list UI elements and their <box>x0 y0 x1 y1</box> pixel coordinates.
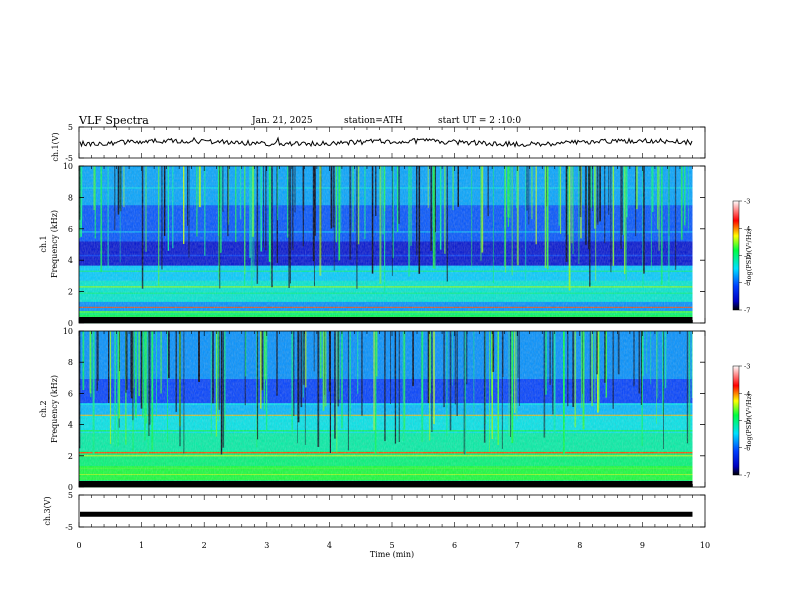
ch1-spectrogram-y-tick-label: 4 <box>68 256 73 265</box>
ch3-waveform-panel: 5 -5 ch.3(V) <box>43 491 706 532</box>
x-tick-label: 8 <box>577 541 582 550</box>
x-tick-label: 1 <box>139 541 144 550</box>
figure-title: VLF Spectra <box>78 114 149 127</box>
ch1-frequency-label: Frequency (kHz) <box>50 210 59 278</box>
ch2-spectrogram-baseline <box>79 481 693 487</box>
ch2-colorbar-tick-label: -4 <box>744 390 750 398</box>
ch3-ylabel: ch.3(V) <box>43 496 52 525</box>
x-tick-label: 4 <box>327 541 332 550</box>
ch2-spectrogram-panel: 10 8 6 4 2 0 ch.2 Frequency (kHz) -3 -4 -5 -6 -7 … <box>39 327 753 492</box>
x-tick-label: 6 <box>452 541 457 550</box>
ch2-spectrogram-image <box>79 331 693 488</box>
ch2-colorbar-tick-label: -6 <box>744 444 750 452</box>
ch2-spectrogram-y-tick-label: 6 <box>68 389 73 398</box>
x-tick-label: 10 <box>700 541 710 550</box>
x-tick-label: 7 <box>515 541 520 550</box>
ch2-colorbar-tick-label: -5 <box>744 417 750 425</box>
ch2-colorbar: -3 -4 -5 -6 -7 log(PSD)(V²/Hz) <box>732 363 753 480</box>
ch1-channel-label: ch.1 <box>39 235 48 252</box>
ch2-spectrogram-y-tick-label: 10 <box>63 327 73 336</box>
ch1-spectrogram-image <box>79 166 693 324</box>
ch2-colorbar-gradient <box>732 365 740 476</box>
ch1-spectrogram-y-tick-label: 6 <box>68 225 73 234</box>
time-axis: 0 1 2 3 4 5 6 7 8 9 10 <box>76 541 710 550</box>
ch2-channel-label: ch.2 <box>39 400 48 417</box>
x-tick-label: 2 <box>202 541 207 550</box>
ch1-waveform-y-tick-label: -5 <box>65 154 73 163</box>
ch1-colorbar-gradient <box>732 200 740 311</box>
ch2-spectrogram-y-tick-label: 0 <box>68 483 73 492</box>
ch1-waveform-panel: 5 -5 ch.1(V) <box>51 123 706 163</box>
ch2-colorbar-label: log(PSD)(V²/Hz) <box>745 393 753 446</box>
ch3-waveform-y-tick-label: 5 <box>68 491 73 500</box>
ch1-spectrogram-y-tick-label: 0 <box>68 319 73 328</box>
ch2-spectrogram-y-tick-label: 2 <box>68 452 73 461</box>
ch1-colorbar-tick-label: -5 <box>744 252 750 260</box>
start-time-label: start UT = 2 :10:0 <box>438 116 521 126</box>
ch1-waveform-y-tick-label: 5 <box>68 123 73 132</box>
x-tick-label: 5 <box>389 541 394 550</box>
ch1-spectrogram-y-tick-label: 8 <box>68 193 73 202</box>
ch1-colorbar: -3 -4 -5 -6 -7 log(PSD)(V²/Hz) <box>732 198 753 315</box>
ch1-spectrogram-y-tick-label: 10 <box>63 162 73 171</box>
station-label: station=ATH <box>344 116 403 126</box>
ch1-colorbar-label: log(PSD)(V²/Hz) <box>745 228 753 281</box>
ch1-waveform-line <box>79 136 693 148</box>
ch1-spectrogram-baseline <box>79 317 693 323</box>
ch3-waveform-y-tick-label: -5 <box>65 523 73 532</box>
x-tick-label: 3 <box>264 541 269 550</box>
ch1-spectrogram-panel: 10 8 6 4 2 0 ch.1 Frequency (kHz) -3 -4 -5 -6 -7 … <box>39 162 753 328</box>
x-tick-label: 0 <box>76 541 81 550</box>
ch1-spectrogram-y-tick-label: 2 <box>68 288 73 297</box>
ch1-colorbar-tick-label: -4 <box>744 225 750 233</box>
x-tick-label: 9 <box>640 541 645 550</box>
ch2-colorbar-tick-label: -7 <box>744 472 750 480</box>
ch2-colorbar-tick-label: -3 <box>744 363 750 371</box>
ch2-spectrogram-texture <box>79 331 693 487</box>
x-axis-label: Time (min) <box>370 550 414 559</box>
ch1-spectrogram-texture <box>79 166 693 323</box>
ch2-spectrogram-y-tick-label: 4 <box>68 421 73 430</box>
ch2-frequency-label: Frequency (kHz) <box>50 375 59 443</box>
ch2-spectrogram-y-tick-label: 8 <box>68 358 73 367</box>
date-label: Jan. 21, 2025 <box>251 116 313 126</box>
ch1-ylabel: ch.1(V) <box>51 132 60 161</box>
ch1-colorbar-tick-label: -6 <box>744 279 750 287</box>
ch1-colorbar-tick-label: -3 <box>744 198 750 206</box>
ch1-colorbar-tick-label: -7 <box>744 307 750 315</box>
